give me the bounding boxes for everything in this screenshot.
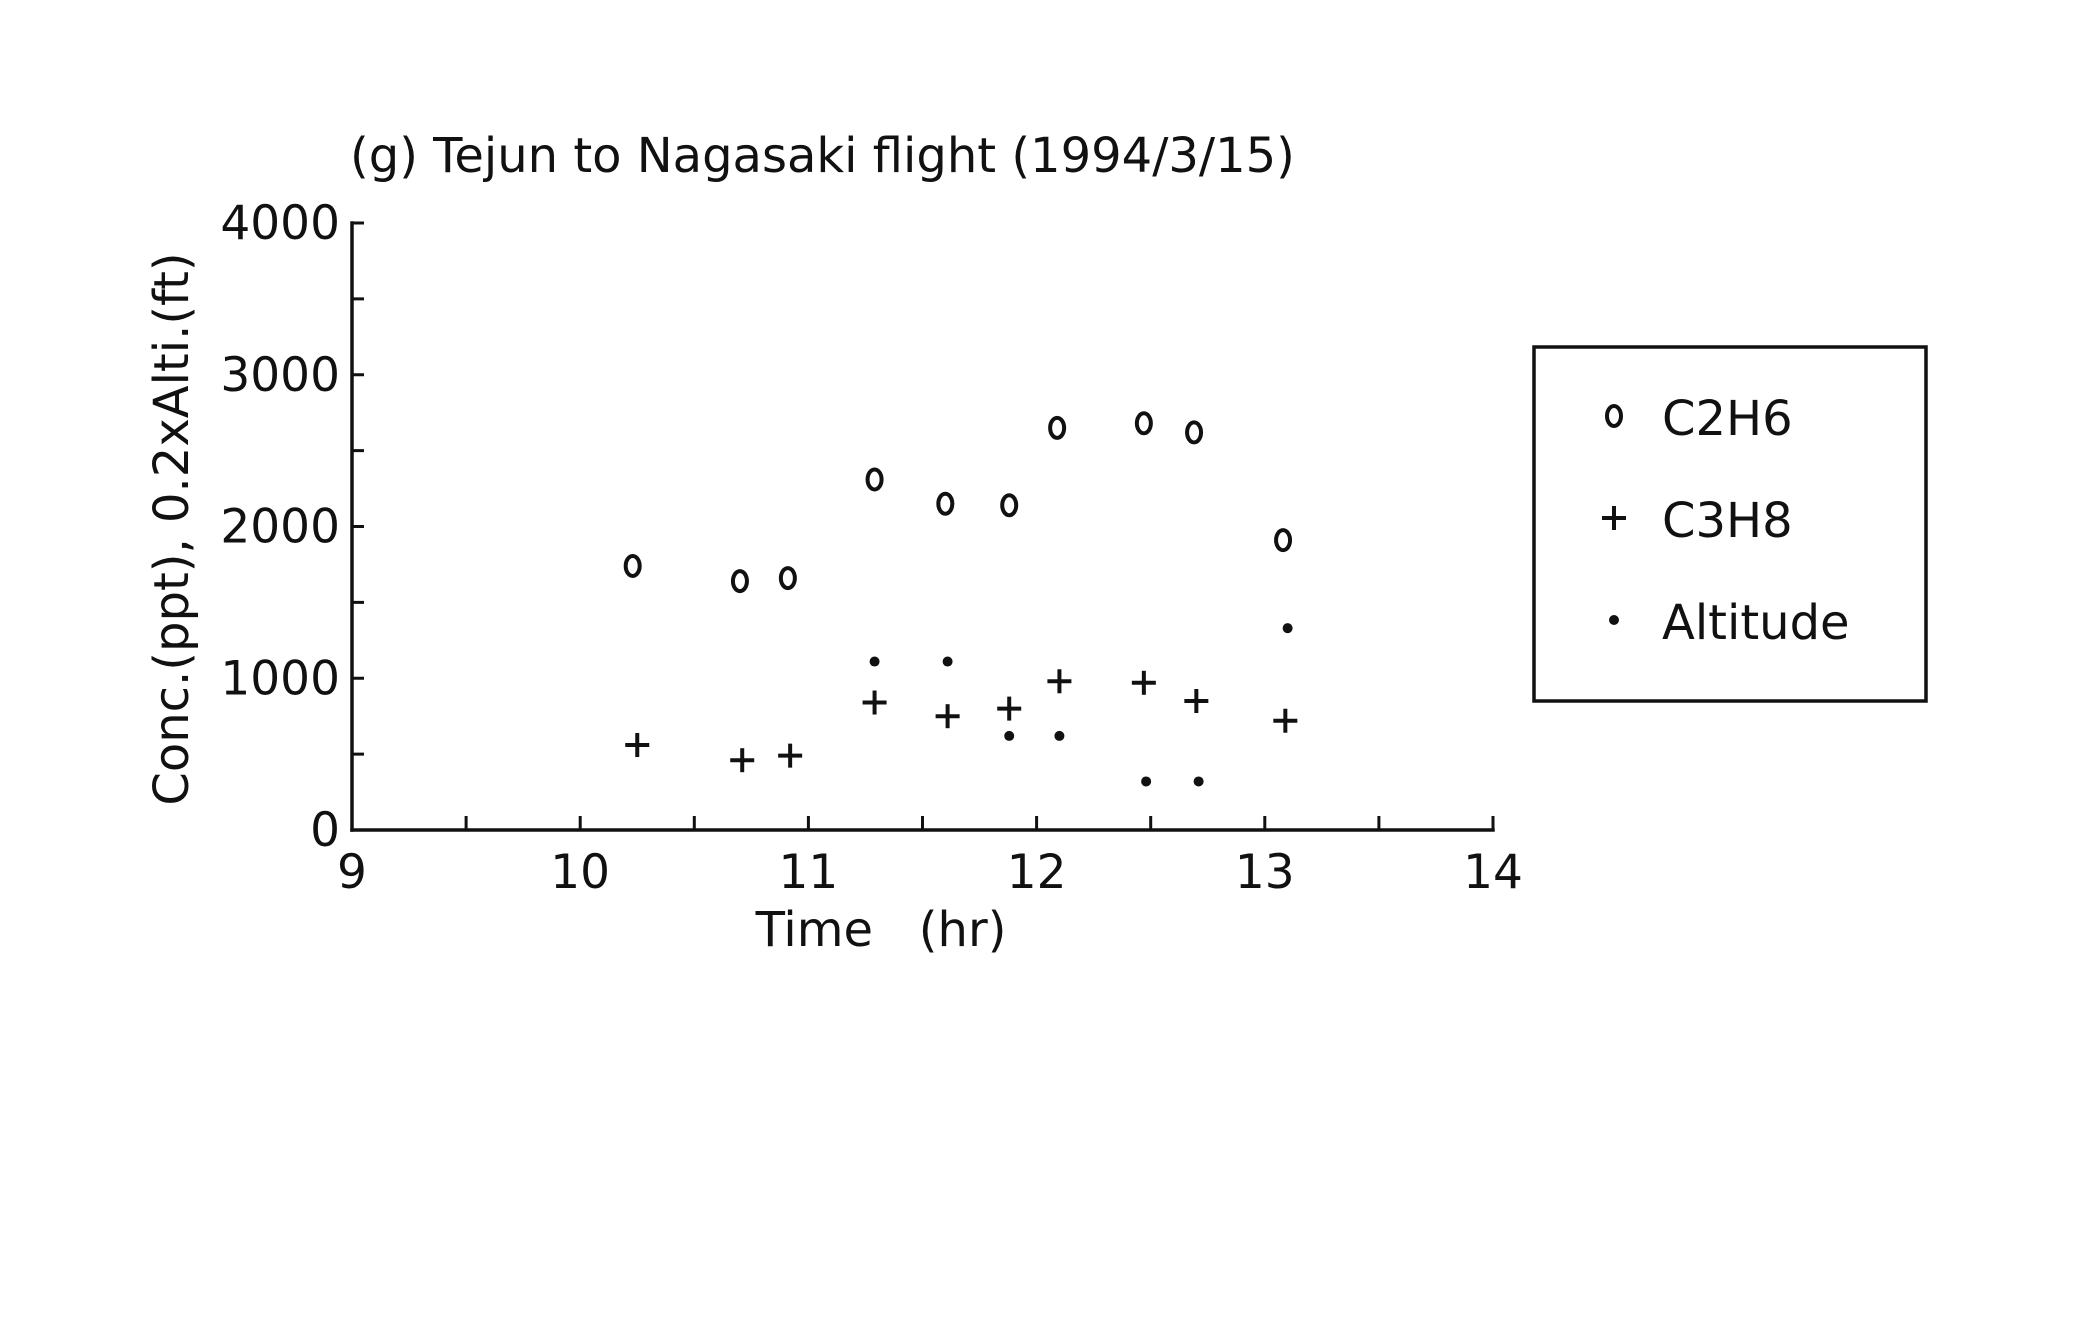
legend-box (1532, 345, 1928, 703)
altitude-point (1193, 776, 1204, 787)
legend-item-c2h6: C2H6 (1605, 391, 1793, 447)
c3h8-point (997, 696, 1022, 721)
x-tick-label: 13 (1235, 845, 1295, 900)
c2h6-point (730, 569, 749, 594)
y-tick-label: 1000 (220, 651, 340, 706)
tick-labels: 9 10 11 12 13 14 0 1000 2000 3000 4000 (220, 196, 1523, 900)
data-marks (623, 411, 1298, 787)
y-tick-label: 0 (310, 803, 340, 858)
c3h8-point (1131, 670, 1156, 695)
altitude-point (1004, 730, 1015, 741)
series-altitude (869, 623, 1293, 787)
altitude-point (1141, 776, 1152, 787)
c2h6-point (778, 566, 797, 591)
legend-marker (1605, 404, 1623, 428)
c3h8-point (1273, 708, 1298, 733)
c2h6-point (1048, 415, 1067, 440)
legend-label: C3H8 (1662, 493, 1793, 549)
c2h6-point (865, 467, 884, 492)
c2h6-point (936, 491, 955, 516)
ticks (352, 221, 1495, 830)
c2h6-point (623, 553, 642, 578)
altitude-point (869, 656, 880, 667)
y-tick-label: 3000 (220, 348, 340, 403)
c3h8-point (1184, 689, 1209, 714)
c2h6-point (1134, 411, 1153, 436)
legend: C2H6 C3H8 Altitude (1532, 345, 1928, 703)
c2h6-point (1000, 493, 1019, 518)
legend-item-altitude: Altitude (1609, 595, 1850, 651)
x-tick-label: 11 (778, 845, 838, 900)
x-axis-label: Time (hr) (755, 902, 1007, 958)
altitude-point (1282, 623, 1293, 634)
y-tick-label: 2000 (220, 500, 340, 555)
y-axis-label: Conc.(ppt), 0.2xAlti.(ft) (144, 252, 200, 805)
series-c3h8 (625, 669, 1298, 773)
series-c2h6 (623, 411, 1293, 594)
y-tick-label: 4000 (220, 196, 340, 251)
c2h6-point (1274, 528, 1293, 553)
c3h8-point (778, 743, 803, 768)
altitude-point (1054, 730, 1065, 741)
legend-label: Altitude (1662, 595, 1850, 651)
c3h8-point (625, 733, 650, 758)
x-tick-label: 14 (1463, 845, 1523, 900)
c3h8-point (862, 690, 887, 715)
legend-marker (1602, 506, 1626, 530)
x-tick-label: 10 (550, 845, 610, 900)
altitude-point (942, 656, 953, 667)
legend-items: C2H6 C3H8 Altitude (1602, 391, 1850, 651)
chart-title: (g) Tejun to Nagasaki flight (1994/3/15) (350, 128, 1295, 184)
axes (350, 221, 1495, 832)
legend-marker (1609, 615, 1619, 625)
c3h8-point (935, 704, 960, 729)
legend-label: C2H6 (1662, 391, 1793, 447)
c3h8-point (1047, 669, 1072, 694)
c2h6-point (1185, 420, 1204, 445)
x-tick-label: 9 (337, 845, 367, 900)
x-tick-label: 12 (1007, 845, 1067, 900)
c3h8-point (730, 748, 755, 773)
legend-item-c3h8: C3H8 (1602, 493, 1793, 549)
